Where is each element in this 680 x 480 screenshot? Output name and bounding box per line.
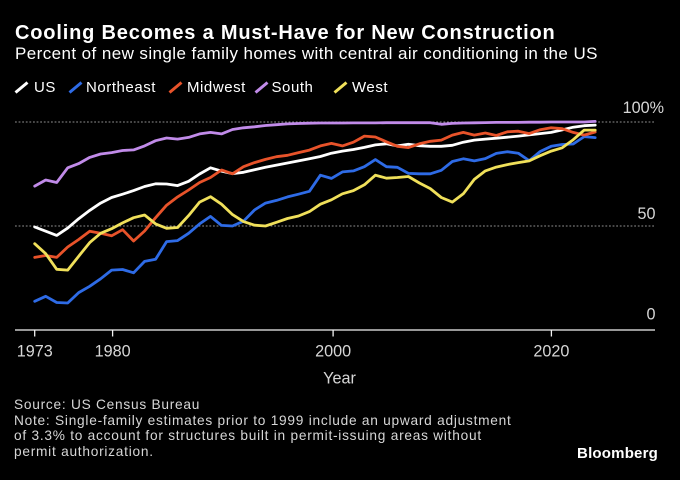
svg-text:100%: 100% <box>623 99 664 117</box>
svg-text:1973: 1973 <box>17 343 53 361</box>
svg-text:0: 0 <box>646 306 655 324</box>
svg-text:2020: 2020 <box>533 343 569 361</box>
svg-text:1980: 1980 <box>95 343 131 361</box>
svg-text:Year: Year <box>323 370 356 388</box>
svg-text:2000: 2000 <box>315 343 351 361</box>
svg-text:50: 50 <box>637 205 655 223</box>
